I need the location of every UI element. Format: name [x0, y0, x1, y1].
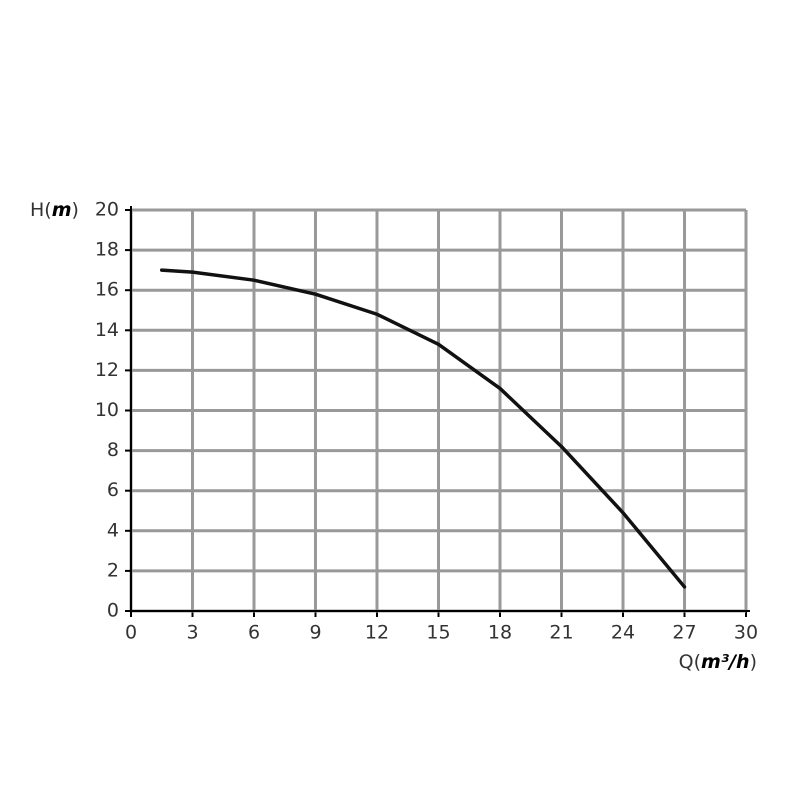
x-tick-label: 27	[672, 622, 696, 644]
y-tick-label: 12	[95, 359, 119, 381]
x-tick-label: 24	[611, 622, 635, 644]
x-tick-label: 3	[186, 622, 198, 644]
x-axis-label: Q(m³/h)	[679, 651, 757, 673]
y-tick-label: 14	[95, 319, 119, 341]
curve	[160, 268, 687, 589]
x-tick-label: 15	[426, 622, 450, 644]
x-tick-label: 18	[488, 622, 512, 644]
y-tick-label: 10	[95, 399, 119, 421]
x-tick-label: 9	[309, 622, 321, 644]
y-tick-label: 6	[107, 479, 119, 501]
y-tick-label: 2	[107, 559, 119, 581]
y-tick-label: 0	[107, 600, 119, 622]
y-tick-label: 16	[95, 279, 119, 301]
y-axis-label: H(m)	[30, 199, 79, 221]
y-tick-label: 20	[95, 199, 119, 221]
x-tick-label: 30	[734, 622, 758, 644]
y-tick-label: 8	[107, 439, 119, 461]
x-tick-label: 21	[549, 622, 573, 644]
x-tick-label: 12	[365, 622, 389, 644]
x-tick-label: 0	[125, 622, 137, 644]
y-tick-label: 4	[107, 519, 119, 541]
x-tick-label: 6	[248, 622, 260, 644]
y-tick-label: 18	[95, 239, 119, 261]
